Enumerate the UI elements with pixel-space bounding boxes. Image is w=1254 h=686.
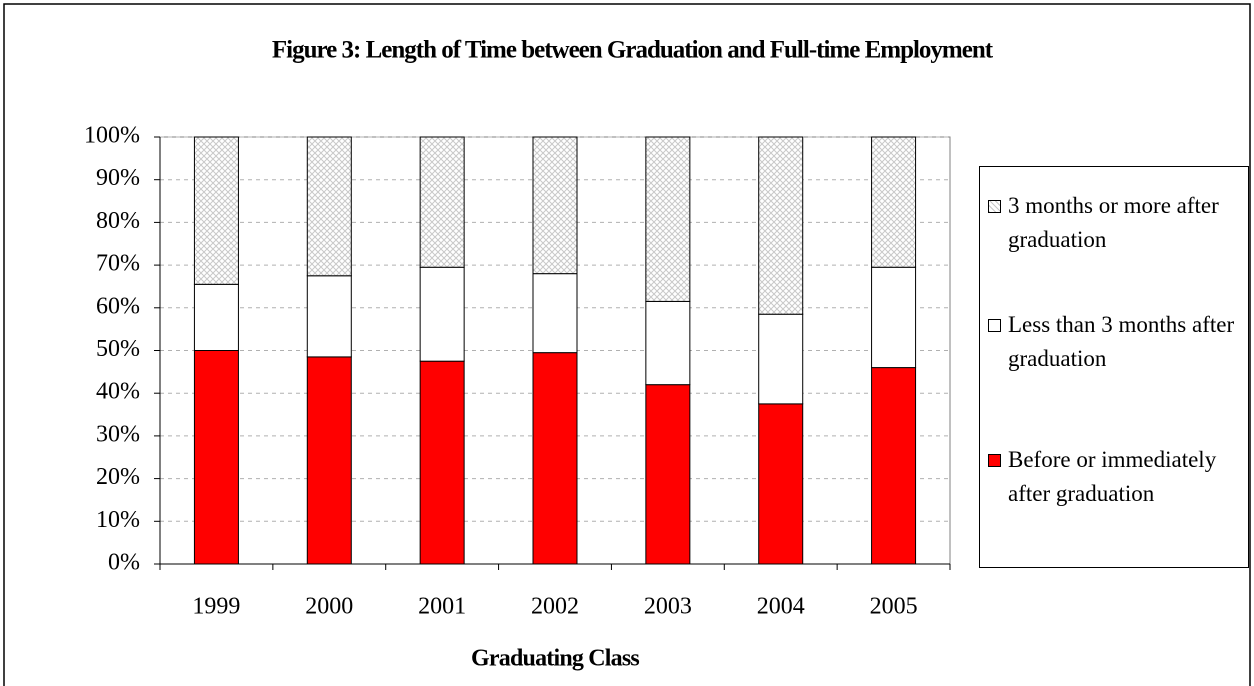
bar-segment — [193, 350, 239, 565]
bar-segment — [419, 266, 465, 362]
bar-segment — [645, 300, 691, 386]
bar-segment — [532, 352, 578, 565]
x-tick-label: 2005 — [870, 594, 918, 620]
y-tick-label: 40% — [96, 379, 140, 405]
legend-label: Before or immediately after graduation — [1008, 447, 1217, 506]
bar-segment — [306, 356, 352, 565]
y-tick-label: 90% — [96, 165, 140, 191]
bar-segment — [419, 360, 465, 565]
y-tick-label: 60% — [96, 293, 140, 319]
y-tick-label: 0% — [108, 550, 140, 576]
bar-segment — [645, 136, 691, 302]
x-tick-label: 1999 — [192, 594, 240, 620]
x-tick-label: 2004 — [757, 594, 805, 620]
legend-label: Less than 3 months after graduation — [1008, 312, 1235, 371]
x-tick-label: 2001 — [418, 594, 466, 620]
bar-segment — [532, 136, 578, 275]
x-tick-label: 2000 — [305, 594, 353, 620]
legend-swatch — [988, 200, 1001, 213]
chart-title: Figure 3: Length of Time between Graduat… — [272, 37, 994, 64]
legend-item: 3 months or more after graduation — [988, 189, 1246, 257]
legend-item: Less than 3 months after graduation — [988, 308, 1246, 376]
bar-segment — [532, 273, 578, 354]
bar-segment — [758, 403, 804, 565]
bar-segment — [871, 266, 917, 369]
bar-segment — [871, 367, 917, 565]
y-tick-label: 10% — [96, 507, 140, 533]
y-tick-label: 30% — [96, 421, 140, 447]
legend-item: Before or immediately after graduation — [988, 443, 1246, 511]
x-axis-label: Graduating Class — [471, 646, 639, 672]
x-tick-label: 2002 — [531, 594, 579, 620]
bar-segment — [306, 275, 352, 358]
bar-segment — [645, 384, 691, 565]
y-tick-label: 20% — [96, 464, 140, 490]
y-tick-label: 100% — [84, 123, 140, 149]
bar-segment — [193, 283, 239, 351]
legend-swatch — [988, 454, 1001, 467]
y-tick-label: 70% — [96, 251, 140, 277]
bar-segment — [419, 136, 465, 268]
bar-segment — [306, 136, 352, 277]
legend-swatch — [988, 319, 1001, 332]
bar-segment — [871, 136, 917, 268]
y-tick-label: 80% — [96, 208, 140, 234]
frame — [3, 3, 1251, 686]
legend: Before or immediately after graduation Le… — [979, 166, 1249, 568]
y-tick-label: 50% — [96, 336, 140, 362]
legend-label: 3 months or more after graduation — [1008, 193, 1219, 252]
bar-segment — [193, 136, 239, 285]
bar-segment — [758, 313, 804, 405]
bar-segment — [758, 136, 804, 315]
x-tick-label: 2003 — [644, 594, 692, 620]
